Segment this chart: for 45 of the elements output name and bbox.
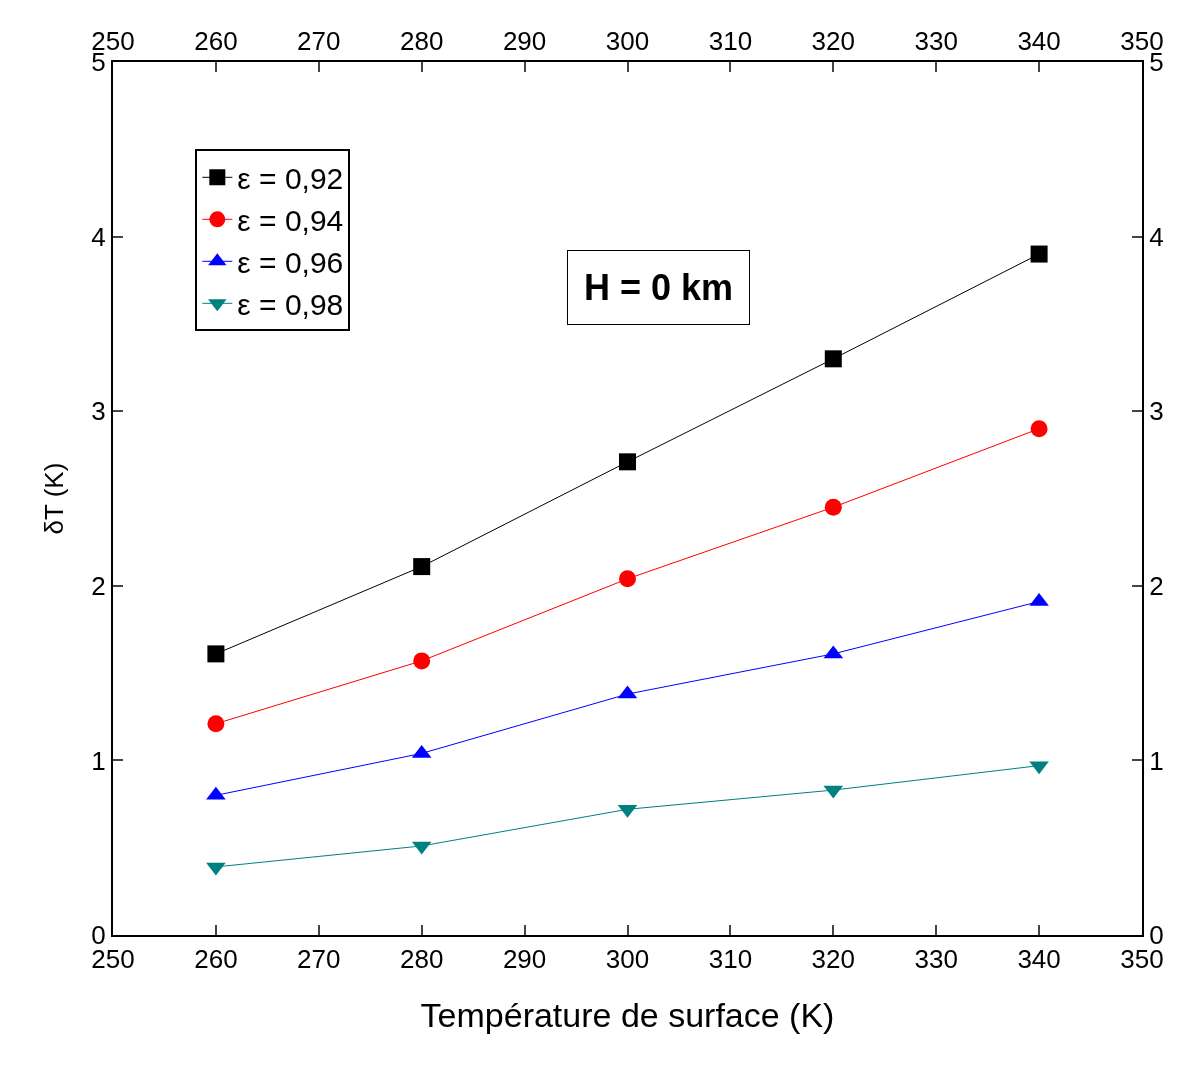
- x2-tick-label: 330: [914, 944, 958, 975]
- point: [824, 350, 842, 368]
- point: [824, 498, 842, 516]
- y-axis-title: δT (K): [39, 462, 70, 535]
- x-tick-label: 290: [502, 25, 547, 56]
- x-tick-label: 310: [708, 25, 753, 56]
- point: [413, 652, 431, 670]
- y2-tick-label: 3: [1149, 396, 1164, 427]
- x2-tick-label: 300: [605, 944, 650, 975]
- legend-label: ε = 0,92: [237, 162, 344, 195]
- x-tick-label: 340: [1017, 25, 1061, 56]
- point: [619, 453, 636, 471]
- x-tick-label: 300: [605, 25, 650, 56]
- x-tick-label: 320: [811, 25, 855, 56]
- point: [619, 570, 636, 588]
- legend-label: ε = 0,98: [237, 288, 344, 321]
- y-tick-label: 3: [91, 396, 106, 427]
- point: [1029, 761, 1049, 775]
- x-tick-label: 280: [400, 25, 444, 56]
- x-axis-title: Température de surface (K): [420, 996, 835, 1034]
- x2-tick-label: 310: [708, 944, 753, 975]
- legend-label: ε = 0,94: [237, 204, 344, 237]
- y-tick-label: 2: [91, 570, 106, 601]
- y2-tick-label: 1: [1149, 745, 1164, 776]
- annotation: H = 0 km: [584, 267, 734, 308]
- point: [413, 558, 431, 576]
- point: [207, 715, 225, 733]
- x2-tick-label: 260: [194, 944, 238, 975]
- x-tick-label: 330: [914, 25, 958, 56]
- y2-tick-label: 2: [1149, 570, 1164, 601]
- legend-label: ε = 0,96: [237, 246, 344, 279]
- x2-tick-label: 340: [1017, 944, 1061, 975]
- y-tick-label: 1: [91, 745, 106, 776]
- x2-tick-label: 280: [400, 944, 444, 975]
- y2-tick-label: 4: [1149, 221, 1164, 252]
- x2-tick-label: 320: [811, 944, 855, 975]
- point: [1030, 245, 1048, 263]
- x2-tick-label: 270: [297, 944, 341, 975]
- x2-tick-label: 290: [502, 944, 547, 975]
- point: [1030, 420, 1048, 438]
- x-tick-label: 260: [194, 25, 238, 56]
- point: [207, 645, 225, 663]
- x-tick-label: 270: [297, 25, 341, 56]
- y-tick-label: 4: [91, 221, 106, 252]
- point: [206, 862, 226, 876]
